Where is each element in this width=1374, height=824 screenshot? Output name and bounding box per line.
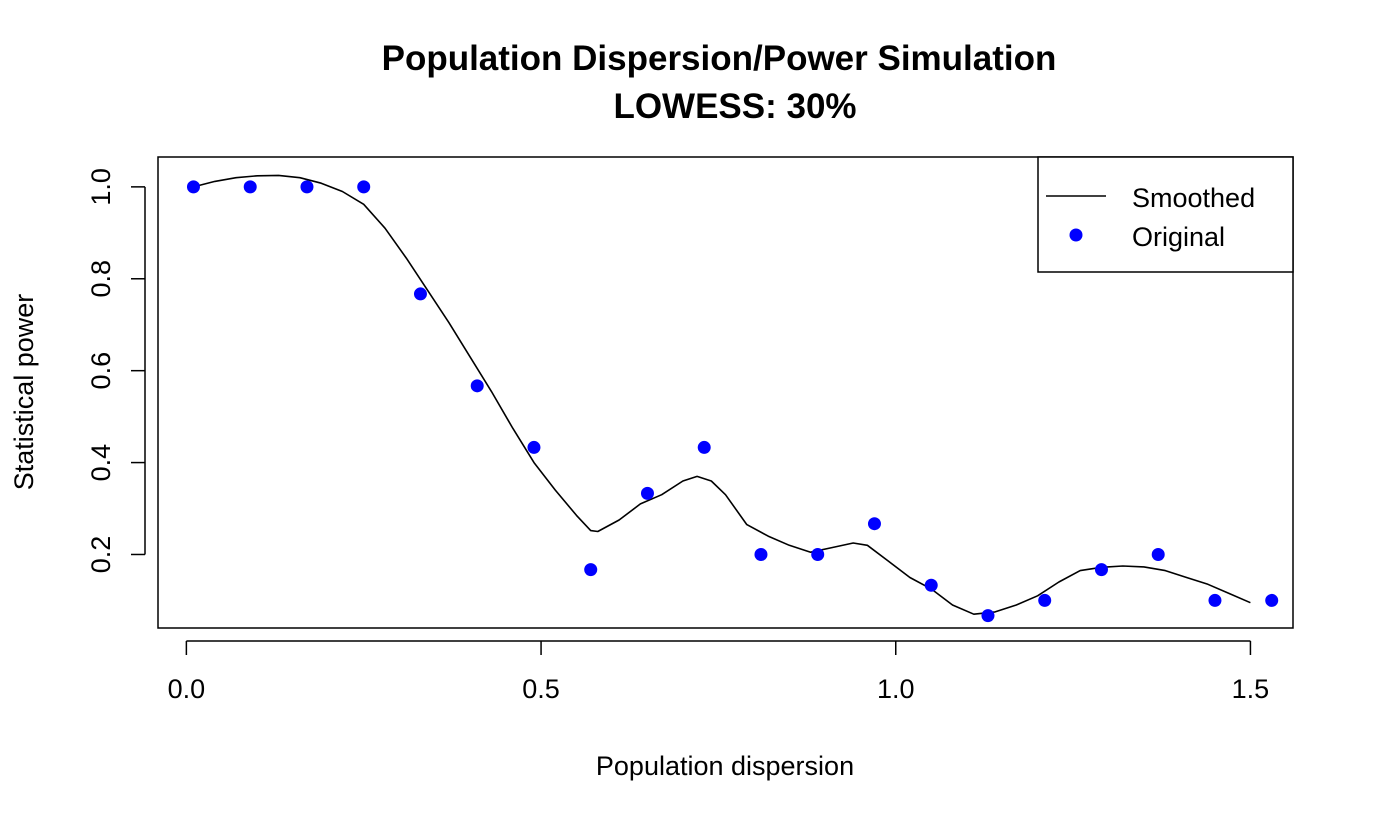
original-point <box>981 609 995 623</box>
original-point <box>924 578 938 592</box>
original-point <box>811 547 825 561</box>
original-point <box>1151 547 1165 561</box>
original-point <box>1208 593 1222 607</box>
original-point <box>640 486 654 500</box>
smoothed-line <box>193 174 1251 616</box>
original-point <box>1265 593 1279 607</box>
original-point <box>867 517 881 531</box>
original-point <box>300 180 314 194</box>
legend-box <box>1037 156 1294 273</box>
y-tick-label: 0.8 <box>86 260 116 298</box>
original-point <box>357 180 371 194</box>
plot-frame <box>157 156 1294 629</box>
original-point <box>527 440 541 454</box>
legend: Smoothed Original <box>1037 156 1294 273</box>
x-tick-label: 0.0 <box>168 674 206 704</box>
x-tick-label: 1.5 <box>1232 674 1270 704</box>
y-tick-label: 0.2 <box>86 536 116 574</box>
legend-label-original: Original <box>1132 222 1225 252</box>
chart-title: Population Dispersion/Power Simulation <box>382 39 1057 78</box>
legend-label-smoothed: Smoothed <box>1132 183 1255 213</box>
x-tick-label: 1.0 <box>877 674 915 704</box>
original-point <box>754 547 768 561</box>
x-axis: 0.0 0.5 1.0 1.5 <box>168 640 1270 704</box>
y-axis: 0.2 0.4 0.6 0.8 1.0 <box>86 168 146 574</box>
y-tick-label: 0.4 <box>86 444 116 482</box>
original-point <box>243 180 257 194</box>
original-point <box>1094 563 1108 577</box>
chart-subtitle: LOWESS: 30% <box>613 87 856 126</box>
x-axis-label: Population dispersion <box>596 751 854 781</box>
original-point <box>470 379 484 393</box>
original-point <box>697 440 711 454</box>
plot-area <box>186 174 1279 623</box>
y-tick-label: 1.0 <box>86 168 116 206</box>
original-point <box>1038 593 1052 607</box>
original-point <box>186 180 200 194</box>
y-axis-label: Statistical power <box>9 294 39 491</box>
original-point <box>584 563 598 577</box>
x-tick-label: 0.5 <box>522 674 560 704</box>
legend-swatch-original <box>1069 228 1083 242</box>
original-point <box>413 287 427 301</box>
y-tick-label: 0.6 <box>86 352 116 390</box>
